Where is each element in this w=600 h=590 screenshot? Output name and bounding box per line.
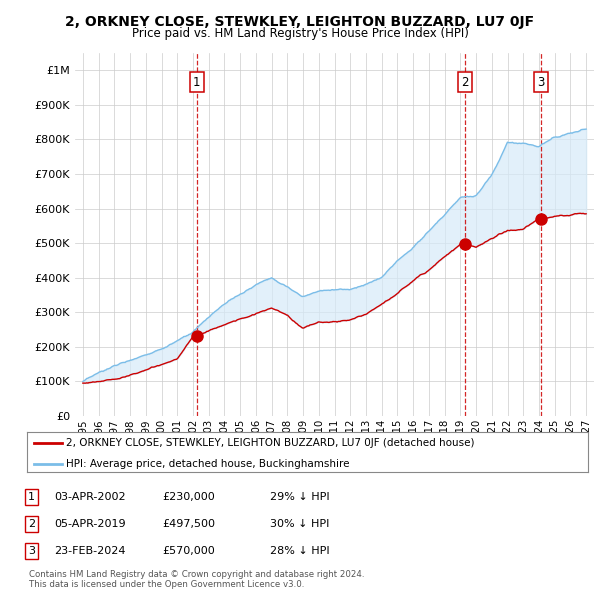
Text: 1: 1 [28, 492, 35, 502]
Text: Contains HM Land Registry data © Crown copyright and database right 2024.: Contains HM Land Registry data © Crown c… [29, 570, 364, 579]
Text: 29% ↓ HPI: 29% ↓ HPI [270, 492, 329, 502]
Text: £570,000: £570,000 [162, 546, 215, 556]
Text: 2, ORKNEY CLOSE, STEWKLEY, LEIGHTON BUZZARD, LU7 0JF: 2, ORKNEY CLOSE, STEWKLEY, LEIGHTON BUZZ… [65, 15, 535, 29]
Text: £230,000: £230,000 [162, 492, 215, 502]
Text: 1: 1 [193, 76, 200, 88]
Text: 30% ↓ HPI: 30% ↓ HPI [270, 519, 329, 529]
Text: Price paid vs. HM Land Registry's House Price Index (HPI): Price paid vs. HM Land Registry's House … [131, 27, 469, 40]
Text: 23-FEB-2024: 23-FEB-2024 [54, 546, 125, 556]
Text: 28% ↓ HPI: 28% ↓ HPI [270, 546, 329, 556]
Text: 2, ORKNEY CLOSE, STEWKLEY, LEIGHTON BUZZARD, LU7 0JF (detached house): 2, ORKNEY CLOSE, STEWKLEY, LEIGHTON BUZZ… [66, 438, 475, 448]
Text: 05-APR-2019: 05-APR-2019 [54, 519, 125, 529]
Text: HPI: Average price, detached house, Buckinghamshire: HPI: Average price, detached house, Buck… [66, 459, 350, 469]
Text: This data is licensed under the Open Government Licence v3.0.: This data is licensed under the Open Gov… [29, 579, 304, 589]
Text: 2: 2 [28, 519, 35, 529]
Text: 3: 3 [28, 546, 35, 556]
Text: 3: 3 [538, 76, 545, 88]
Text: £497,500: £497,500 [162, 519, 215, 529]
Text: 03-APR-2002: 03-APR-2002 [54, 492, 125, 502]
Text: 2: 2 [461, 76, 469, 88]
